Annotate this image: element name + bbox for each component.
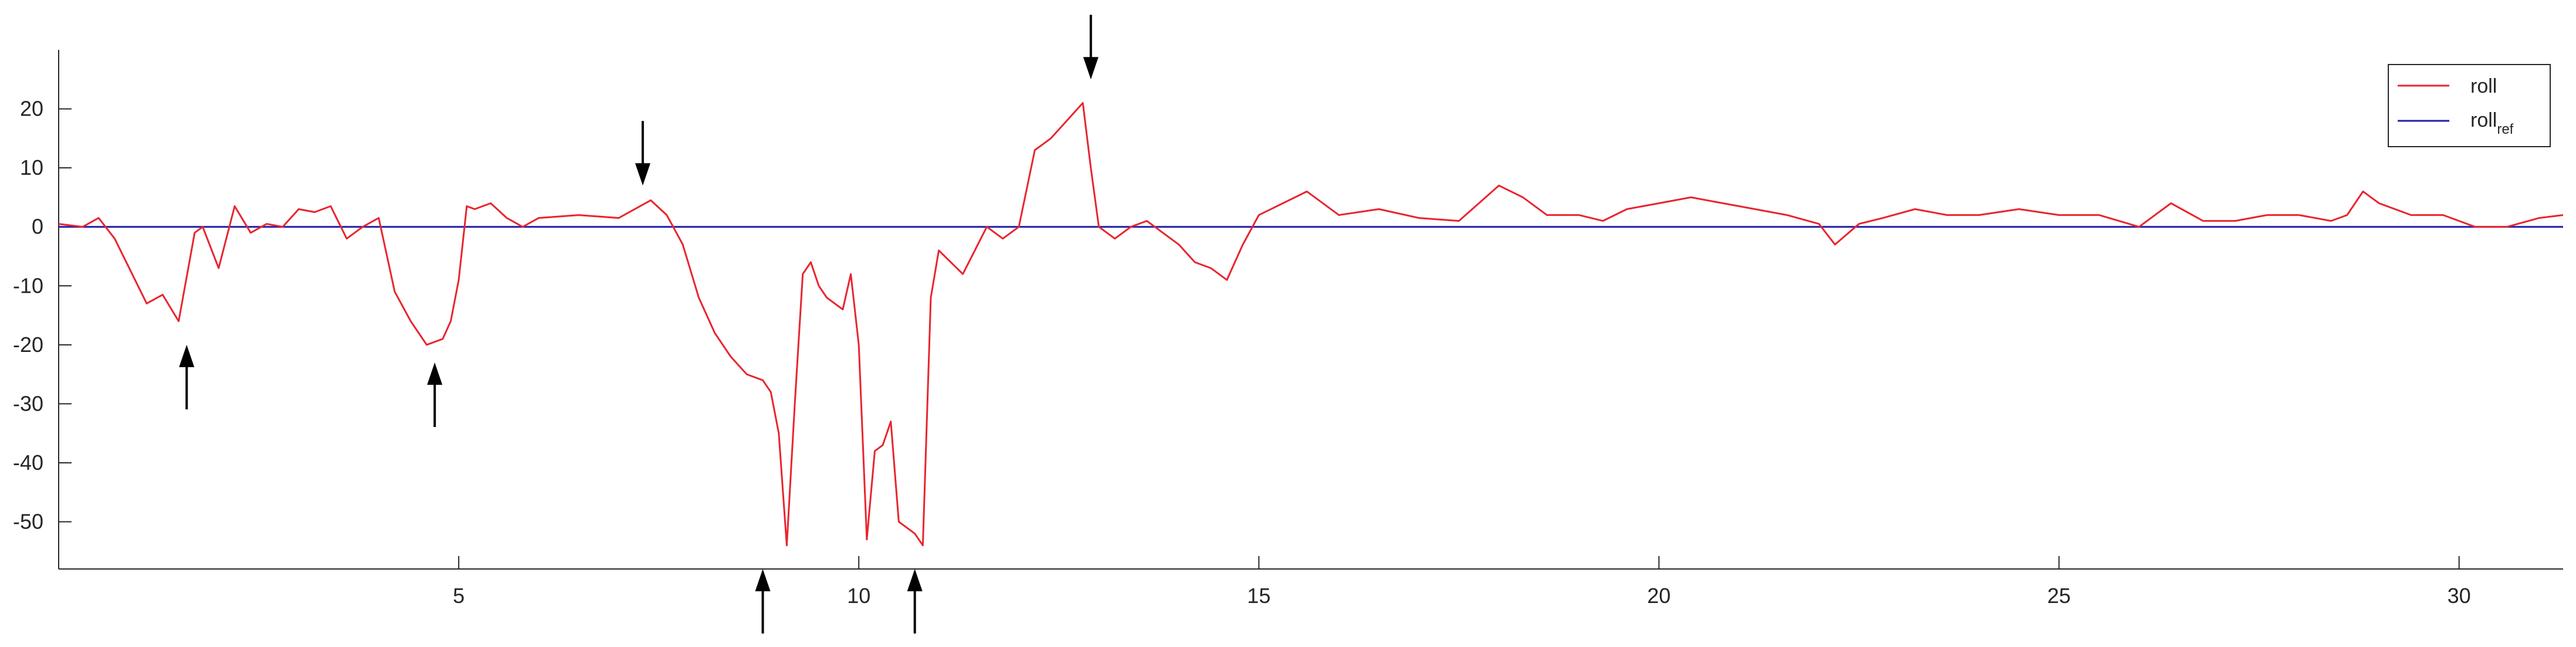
- arrow-up-icon: [179, 344, 195, 409]
- legend-box: [2388, 64, 2551, 147]
- y-tick-label: -20: [13, 333, 43, 357]
- x-tick-label: 10: [847, 584, 870, 608]
- x-tick-label: 25: [2048, 584, 2071, 608]
- x-tick-label: 15: [1247, 584, 1270, 608]
- y-tick-label: -50: [13, 510, 43, 534]
- arrow-down-icon: [635, 121, 650, 186]
- x-tick-label: 20: [1647, 584, 1670, 608]
- y-tick-label: 20: [20, 97, 43, 121]
- annotations: [179, 15, 1099, 634]
- arrow-down-icon: [1083, 15, 1099, 80]
- y-tick-label: 10: [20, 155, 43, 179]
- legend-label-roll-ref: rollref: [2470, 109, 2514, 137]
- arrow-up-icon: [427, 363, 443, 428]
- y-tick-label: -40: [13, 450, 43, 475]
- y-tick-label: -30: [13, 391, 43, 415]
- arrow-head: [635, 163, 650, 186]
- arrow-head: [427, 363, 443, 385]
- legend: roll rollref: [2388, 64, 2551, 147]
- arrow-head: [179, 344, 195, 367]
- x-tick-label: 30: [2448, 584, 2471, 608]
- arrow-head: [1083, 57, 1099, 80]
- arrow-head: [755, 569, 771, 591]
- legend-label-roll: roll: [2470, 75, 2497, 97]
- arrow-up-icon: [907, 569, 923, 634]
- y-tick-label: 0: [32, 215, 43, 239]
- series-group: [58, 102, 2564, 547]
- axes: 5 10 15 20 25 30 20 10 0 -10 -20 -30 -40 -50: [13, 50, 2563, 608]
- x-tick-label: 5: [453, 584, 465, 608]
- y-tick-label: -10: [13, 273, 43, 297]
- series-line-roll: [58, 102, 2564, 547]
- arrow-head: [907, 569, 923, 591]
- arrow-up-icon: [755, 569, 771, 634]
